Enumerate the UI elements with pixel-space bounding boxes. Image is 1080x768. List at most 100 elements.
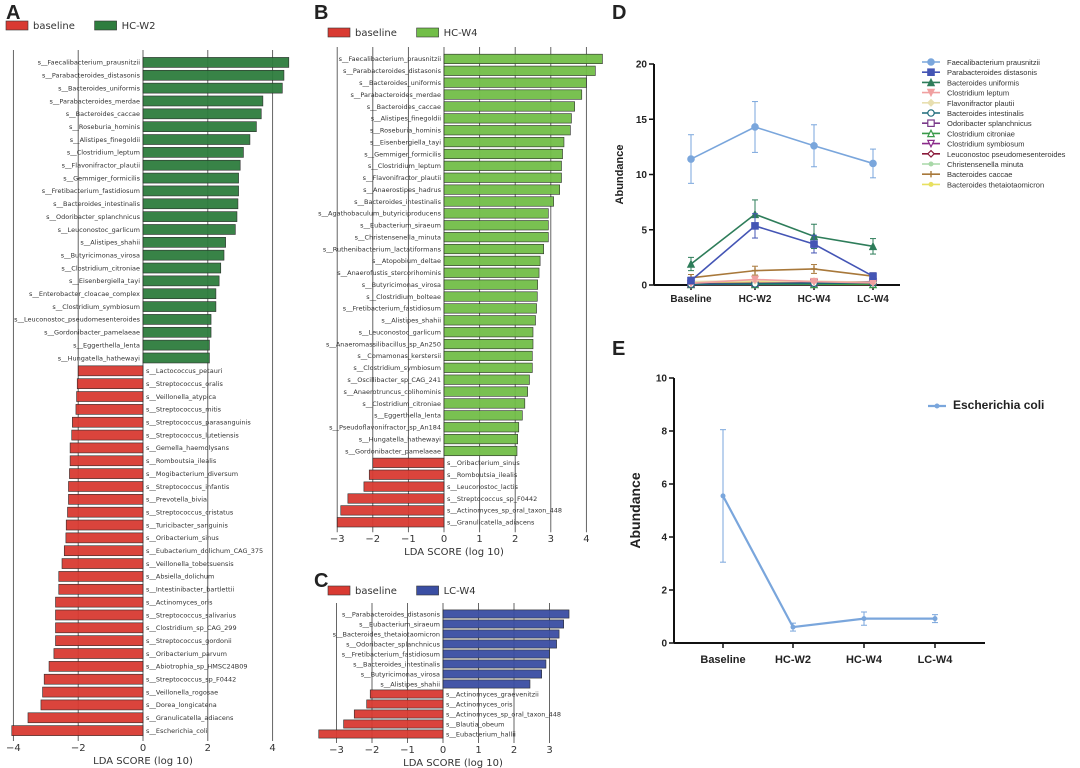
panel-a-bar-label: s__Parabacteroides_merdae — [50, 97, 140, 105]
panel-b-bar-label: s__Agathobaculum_butyriciproducens — [318, 210, 441, 218]
panel-b-bar-label: s__Clostridium_citroniae — [362, 400, 441, 408]
panel-b-bar — [443, 255, 541, 266]
panel-b-bar — [443, 232, 549, 243]
panel-b-bar — [443, 267, 540, 278]
panel-b-bar — [443, 101, 575, 112]
panel-c-legend-swatch — [416, 585, 439, 596]
panel-d-legend-marker — [926, 128, 936, 138]
panel-a-bar — [76, 391, 144, 402]
panel-a-bar-label: s__Clostridium_leptum — [67, 149, 140, 157]
panel-a-bar — [69, 455, 144, 467]
panel-d-legend-marker — [927, 109, 935, 117]
panel-c-bar — [442, 639, 557, 649]
panel-a-bar — [142, 326, 212, 338]
panel-b-bar — [347, 493, 445, 504]
panel-b-bar-label: s__Anaerofustis_stercorihominis — [337, 269, 441, 277]
panel-a-bar — [142, 172, 239, 184]
panel-a-xtick-label: −4 — [6, 743, 21, 754]
panel-a-bar — [142, 211, 238, 222]
panel-b-bar-label: s__Christensenella_minuta — [355, 233, 441, 241]
panel-b-xtick-label: −3 — [330, 534, 345, 545]
panel-a-bar-label: s__Streptococcus_lutetiensis — [146, 431, 239, 439]
panel-b-bar-label: s__Roseburia_hominis — [370, 127, 442, 135]
panel-a-bar — [48, 661, 144, 672]
panel-d-legend-marker — [927, 68, 935, 77]
panel-b-bar — [443, 279, 538, 290]
panel-e-ytick-label: 0 — [661, 639, 667, 650]
panel-d-data-point — [751, 123, 759, 131]
panel-a-bar-label: s__Eisenbergiella_tayi — [69, 277, 140, 285]
panel-a-bar-label: s__Leuconostoc_garlicum — [58, 226, 140, 234]
panel-a-bar-label: s__Parabacteroides_distasonis — [42, 72, 141, 80]
panel-a-bar — [142, 249, 225, 261]
panel-a-bar-label: s__Eubacterium_dolichum_CAG_375 — [146, 547, 263, 555]
panel-a-bar-label: s__Streptococcus_mitis — [146, 406, 222, 414]
panel-e-legend-label: Escherichia coli — [953, 398, 1044, 412]
panel-b-bar-label: s__Gemmiger_formicilis — [364, 150, 441, 158]
panel-a-bar-label: s__Hungatella_hathewayi — [58, 354, 140, 362]
panel-a-bar-label: s__Fretibacterium_fastidiosum — [42, 187, 140, 195]
panel-d-data-point — [810, 240, 818, 248]
panel-d-legend-label: Clostridium leptum — [947, 89, 1009, 98]
panel-b-bar-label: s__Gordonibacter_pamelaeae — [345, 447, 441, 455]
panel-d-data-point — [809, 277, 819, 287]
panel-a-bar-label: s__Dorea_longicatena — [146, 701, 217, 709]
panel-b-bar-label: s__Oscillibacter_sp_CAG_241 — [347, 376, 441, 384]
panel-b-xtick-label: 2 — [512, 534, 518, 545]
panel-c-bar — [366, 699, 444, 709]
panel-b-bar-label: s__Bacteroides_caccae — [367, 103, 441, 111]
panel-b-bar — [443, 398, 526, 409]
panel-b-bar-label: s__Alistipes_finegoldii — [371, 115, 442, 123]
panel-a-bar-label: s__Gemmiger_formicilis — [63, 174, 140, 182]
panel-a-bar — [65, 519, 144, 531]
panel-d-legend-marker — [926, 77, 936, 87]
panel-c-bar — [442, 679, 531, 689]
panel-d-xtick-label: Baseline — [670, 294, 712, 305]
panel-d-legend-marker — [928, 161, 934, 167]
panel-label-b: B — [314, 2, 329, 24]
panel-b-bar — [368, 469, 445, 480]
panel-a-xtick-label: 2 — [205, 743, 211, 754]
panel-a-bar — [71, 429, 144, 441]
panel-a-bar-label: s__Actinomyces_oris — [146, 598, 213, 606]
panel-c-xtick-label: 3 — [546, 745, 552, 756]
panel-b-bar-label: s__Anaerostipes_hadrus — [363, 186, 441, 194]
panel-b-bar-label: s__Bacteroides_uniformis — [359, 79, 442, 87]
panel-d-data-point — [687, 276, 695, 285]
panel-c-bar-label: s__Parabacteroides_distasonis — [342, 610, 441, 618]
panel-a-legend-label: HC-W2 — [122, 21, 156, 32]
panel-a-bar-label: s__Veillonella_rogosae — [146, 688, 218, 696]
panel-d-legend-label: Parabacteroides distasonis — [947, 68, 1037, 77]
panel-b-bar — [443, 160, 562, 171]
panel-d-legend-marker — [926, 139, 936, 149]
panel-e-xtick-label: HC-W2 — [775, 654, 811, 666]
panel-a-bar — [142, 301, 217, 312]
panel-a-bar — [142, 237, 226, 248]
panel-d-data-point — [810, 141, 818, 150]
panel-c-bar-label: s__Butyricimonas_virosa — [361, 670, 440, 678]
panel-label-c: C — [314, 570, 329, 592]
panel-c-xtick-label: −3 — [329, 745, 344, 756]
panel-c-bar-label: s__Odoribacter_splanchnicus — [346, 640, 440, 648]
panel-b-bar-label: s__Pseudoflavonifractor_sp_An184 — [329, 424, 441, 432]
panel-e-legend-marker — [934, 403, 940, 409]
panel-a-bar — [27, 712, 144, 724]
panel-b-bar — [443, 53, 603, 64]
panel-a-bar-label: s__Alistipes_shahii — [80, 239, 140, 247]
panel-b-xtick-label: 1 — [476, 534, 482, 545]
panel-c-bar-label: s__Eubacterium_siraeum — [359, 620, 440, 628]
panel-d-legend-label: Christensenella minuta — [947, 160, 1024, 169]
panel-b-bar — [443, 137, 565, 148]
panel-b-legend-label: baseline — [355, 28, 397, 39]
panel-a-bar — [142, 134, 251, 145]
panel-a-xtick-label: 4 — [269, 743, 275, 754]
panel-b-bar — [443, 327, 534, 338]
panel-d-data-point — [686, 259, 696, 268]
panel-b-bar-label: s__Clostridium_symbiosum — [353, 364, 441, 372]
panel-d-legend-label: Flavonifractor plautii — [947, 99, 1014, 108]
panel-b-bar — [443, 113, 572, 124]
panel-c-bar — [442, 619, 564, 629]
panel-b-bar — [443, 208, 549, 219]
panel-b-bar — [443, 445, 518, 457]
panel-c-bar — [442, 659, 547, 669]
